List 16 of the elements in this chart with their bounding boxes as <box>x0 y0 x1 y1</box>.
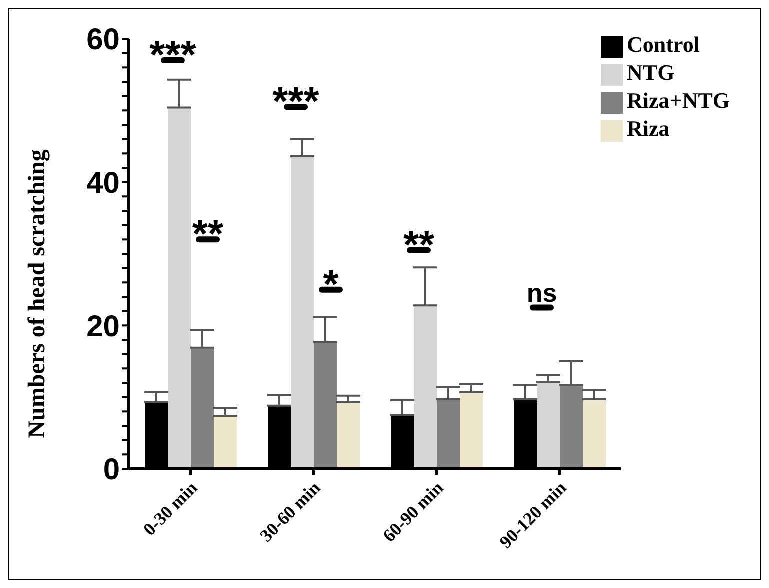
annotation: *** <box>150 34 197 78</box>
y-tick-label: 60 <box>86 24 120 57</box>
y-axis-title: Numbers of head scratching <box>24 150 51 438</box>
annotation: ns <box>526 278 558 308</box>
annotation: ** <box>403 223 436 268</box>
annotation: *** <box>272 80 320 124</box>
x-tick-label: 0-30 min <box>139 478 202 540</box>
annotation: * <box>323 262 340 307</box>
y-tick-label: 0 <box>103 454 120 487</box>
legend-label: NTG <box>627 60 675 85</box>
legend-label: Riza+NTG <box>627 88 730 113</box>
y-tick-label: 40 <box>86 166 120 200</box>
legend-label: Riza <box>627 116 670 141</box>
legend-label: Control <box>627 32 700 57</box>
y-tick-label: 20 <box>86 310 120 344</box>
annotation: ** <box>192 212 224 257</box>
